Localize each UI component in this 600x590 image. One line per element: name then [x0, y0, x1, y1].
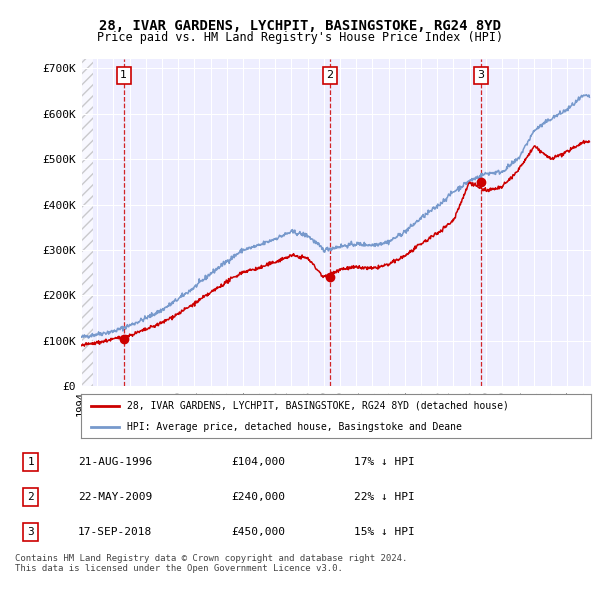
- Text: 3: 3: [27, 527, 34, 537]
- Text: £240,000: £240,000: [231, 492, 285, 502]
- Text: 1: 1: [27, 457, 34, 467]
- Text: 1: 1: [120, 70, 127, 80]
- Text: 2: 2: [27, 492, 34, 502]
- Text: £450,000: £450,000: [231, 527, 285, 537]
- Text: 17-SEP-2018: 17-SEP-2018: [78, 527, 152, 537]
- Text: HPI: Average price, detached house, Basingstoke and Deane: HPI: Average price, detached house, Basi…: [127, 422, 462, 432]
- Text: 2: 2: [326, 70, 334, 80]
- Text: Contains HM Land Registry data © Crown copyright and database right 2024.
This d: Contains HM Land Registry data © Crown c…: [15, 554, 407, 573]
- Text: 17% ↓ HPI: 17% ↓ HPI: [354, 457, 415, 467]
- Text: Price paid vs. HM Land Registry's House Price Index (HPI): Price paid vs. HM Land Registry's House …: [97, 31, 503, 44]
- Bar: [81, 59, 93, 386]
- Text: 22% ↓ HPI: 22% ↓ HPI: [354, 492, 415, 502]
- Text: 28, IVAR GARDENS, LYCHPIT, BASINGSTOKE, RG24 8YD: 28, IVAR GARDENS, LYCHPIT, BASINGSTOKE, …: [99, 19, 501, 33]
- Text: 21-AUG-1996: 21-AUG-1996: [78, 457, 152, 467]
- Text: £104,000: £104,000: [231, 457, 285, 467]
- Text: 22-MAY-2009: 22-MAY-2009: [78, 492, 152, 502]
- Text: 3: 3: [478, 70, 485, 80]
- Text: 28, IVAR GARDENS, LYCHPIT, BASINGSTOKE, RG24 8YD (detached house): 28, IVAR GARDENS, LYCHPIT, BASINGSTOKE, …: [127, 401, 509, 411]
- Text: 15% ↓ HPI: 15% ↓ HPI: [354, 527, 415, 537]
